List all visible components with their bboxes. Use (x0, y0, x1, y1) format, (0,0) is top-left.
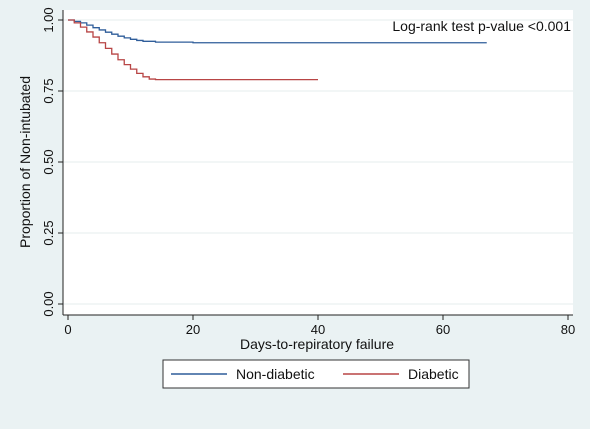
legend-label-diabetic: Diabetic (408, 366, 459, 382)
legend: Non-diabetic Diabetic (162, 359, 470, 389)
x-tick-label-1: 20 (186, 322, 200, 337)
y-tick-label-3: 0.75 (41, 78, 56, 103)
y-tick-label-1: 0.25 (41, 220, 56, 245)
y-tick-label-4: 1.00 (41, 7, 56, 32)
x-tick-label-0: 0 (64, 322, 71, 337)
y-tick-label-2: 0.50 (41, 149, 56, 174)
x-axis-label: Days-to-repiratory failure (240, 336, 394, 352)
series-layer (68, 19, 487, 81)
grid-layer (63, 19, 573, 305)
x-tick-label-3: 60 (436, 322, 450, 337)
y-axis-label: Proportion of Non-intubated (17, 76, 33, 248)
axis-layer: 0.00 0.25 0.50 0.75 1.00 0 20 40 60 80 (41, 7, 575, 337)
x-tick-label-4: 80 (561, 322, 575, 337)
series-line-non-diabetic (68, 19, 487, 44)
y-tick-label-0: 0.00 (41, 291, 56, 316)
series-line-diabetic (68, 19, 318, 81)
legend-label-non-diabetic: Non-diabetic (236, 366, 315, 382)
x-tick-label-2: 40 (311, 322, 325, 337)
log-rank-annotation: Log-rank test p-value <0.001 (392, 18, 571, 34)
